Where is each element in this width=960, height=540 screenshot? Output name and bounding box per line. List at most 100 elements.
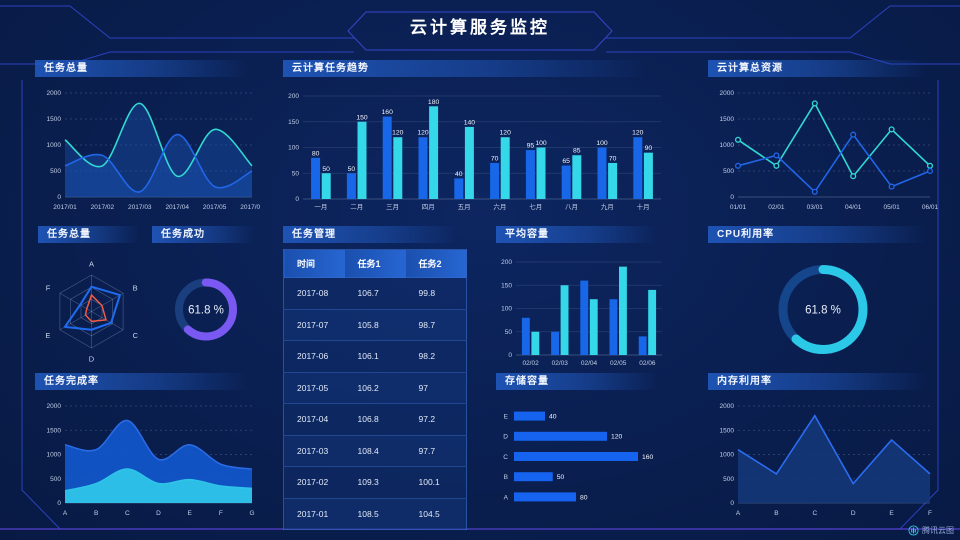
svg-text:01/01: 01/01 [730,204,747,211]
svg-text:C: C [503,454,508,461]
svg-text:150: 150 [288,119,299,126]
svg-text:90: 90 [645,145,653,152]
svg-text:F: F [46,283,51,292]
svg-text:50: 50 [348,166,356,173]
svg-text:2000: 2000 [720,403,735,410]
svg-text:四月: 四月 [422,203,435,211]
svg-text:120: 120 [500,130,512,137]
svg-text:E: E [889,510,894,517]
task-completion-chart: 0 500 1000 1500 2000 A B C D E F G [35,396,260,518]
svg-text:150: 150 [356,114,368,121]
svg-text:02/06: 02/06 [639,360,656,367]
panel-memory-utilization: 内存利用率 0 500 1000 1500 2000 A B C D E F [708,373,938,518]
svg-text:95: 95 [527,143,535,150]
svg-text:80: 80 [312,150,320,157]
table-cell: 105.8 [344,308,406,341]
svg-text:C: C [133,331,139,340]
svg-text:02/02: 02/02 [522,360,539,367]
svg-text:A: A [736,510,741,517]
svg-text:F: F [219,510,223,517]
storage-capacity-chart: E 40 D 120 C 160 B 50 A 80 [496,396,666,515]
svg-text:80: 80 [580,494,588,501]
panel-title-task-completion: 任务完成率 [35,373,260,390]
svg-text:500: 500 [723,476,734,483]
panel-cpu-utilization: CPU利用率 61.8 % [708,226,938,368]
table-cell: 109.3 [344,466,406,498]
svg-text:61.8 %: 61.8 % [805,305,841,317]
svg-text:2017/04: 2017/04 [165,204,189,211]
svg-text:40: 40 [549,414,557,421]
table-header-cell: 时间 [283,249,345,278]
cloud-task-trend-chart: 0 50 100 150 200 一月 二月 三月 四月 五月 六月 七月 八月 九月 十月 80 50 160 1… [283,83,665,212]
table-cell: 106.2 [344,371,406,404]
svg-text:D: D [89,355,95,364]
average-capacity-chart: 0 50 100 150 200 02/02 02/03 02/04 02/05 02/06 [496,249,666,368]
svg-text:2017/01: 2017/01 [53,204,77,211]
svg-text:A: A [89,260,94,269]
svg-text:D: D [503,434,508,441]
table-cell: 2017-05 [283,371,345,404]
watermark-logo-icon [908,525,919,536]
table-row: 2017-08 106.7 99.8 [283,277,467,309]
panel-title-cloud-task-trend: 云计算任务趋势 [283,60,665,77]
panel-title-average-capacity: 平均容量 [496,226,666,243]
svg-text:500: 500 [50,168,61,175]
svg-text:85: 85 [573,148,581,155]
svg-text:0: 0 [57,194,61,201]
svg-text:120: 120 [392,130,404,137]
svg-text:50: 50 [505,329,513,336]
svg-text:十月: 十月 [637,202,650,211]
svg-text:D: D [156,510,161,517]
svg-text:50: 50 [292,170,300,177]
svg-text:A: A [504,494,509,501]
table-cell: 106.1 [344,340,406,372]
table-row: 2017-07 105.8 98.7 [283,308,467,341]
svg-text:50: 50 [322,166,330,173]
svg-text:三月: 三月 [386,203,399,211]
svg-text:04/01: 04/01 [845,204,862,211]
svg-text:02/01: 02/01 [768,204,785,211]
panel-task-success: 任务成功 61.8 % [152,226,260,368]
panel-title-memory-utilization: 内存利用率 [708,373,938,390]
panel-cloud-total-resource: 云计算总资源 0 500 1000 1500 2000 01/01 02/01 03/01 04… [708,60,939,212]
table-cell: 2017-07 [283,308,345,341]
svg-text:F: F [928,510,932,517]
panel-title-cpu-utilization: CPU利用率 [708,226,938,243]
task-total-trend-chart: 0 500 1000 1500 2000 2017/01 2017/02 2017/03 201… [35,83,265,212]
panel-title-task-success: 任务成功 [152,226,260,243]
svg-text:0: 0 [730,194,734,201]
table-row: 2017-02 109.3 100.1 [283,466,467,498]
svg-text:B: B [504,474,508,481]
svg-text:D: D [851,510,856,517]
table-row: 2017-04 106.8 97.2 [283,403,467,435]
svg-text:03/01: 03/01 [807,204,824,211]
svg-text:E: E [45,331,50,340]
svg-text:61.8 %: 61.8 % [188,305,224,317]
table-cell: 98.7 [405,308,467,341]
svg-text:六月: 六月 [493,202,506,211]
panel-task-completion: 任务完成率 0 500 1000 1500 2000 A B C D E F G [35,373,260,518]
svg-text:120: 120 [417,130,429,137]
svg-text:65: 65 [562,158,570,165]
svg-text:150: 150 [501,282,512,289]
svg-text:C: C [125,510,130,517]
svg-text:1000: 1000 [47,142,62,149]
svg-text:2017/06: 2017/06 [240,204,260,211]
table-cell: 100.1 [405,466,467,498]
svg-text:2000: 2000 [720,90,735,97]
table-cell: 97.2 [405,403,467,435]
task-total-radar-chart: A B C D E F [38,249,145,368]
panel-title-task-total-radar: 任务总量 [38,226,145,243]
panel-task-total-trend: 任务总量 0 500 1000 1500 2000 2017/01 2017/02 2017/… [35,60,265,212]
table-cell: 98.2 [405,340,467,372]
svg-text:七月: 七月 [529,202,542,211]
svg-text:70: 70 [609,155,617,162]
svg-text:06/01: 06/01 [922,204,938,211]
table-cell: 108.5 [344,497,406,530]
svg-text:B: B [94,510,98,517]
svg-text:1500: 1500 [720,116,735,123]
panel-title-task-management: 任务管理 [283,226,467,243]
svg-text:1500: 1500 [47,116,62,123]
table-header-cell: 任务2 [405,249,467,278]
